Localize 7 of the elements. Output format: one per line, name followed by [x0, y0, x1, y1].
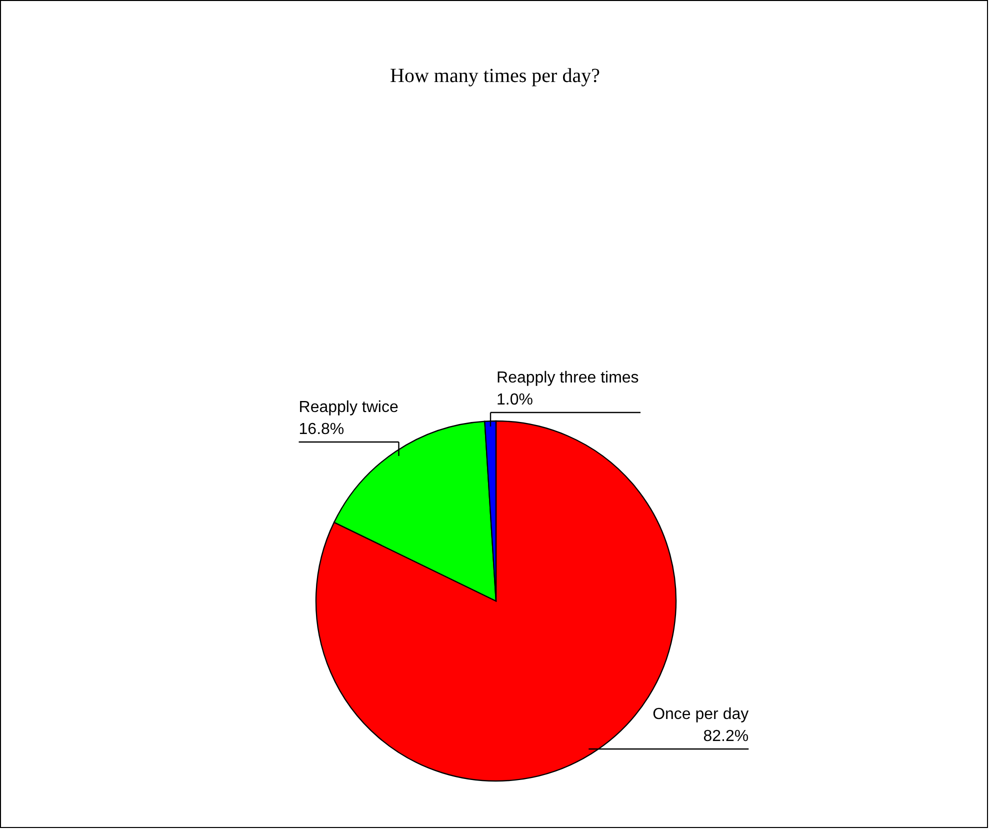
slice-label: Reapply three times	[496, 369, 639, 386]
data-label: 1.0%	[496, 391, 533, 408]
chart-title: How many times per day?	[390, 65, 600, 87]
slice-label: Once per day	[652, 706, 749, 724]
data-label: 16.8%	[298, 420, 344, 438]
data-label: 82.2%	[703, 728, 749, 746]
slice-label: Reapply twice	[298, 398, 398, 416]
